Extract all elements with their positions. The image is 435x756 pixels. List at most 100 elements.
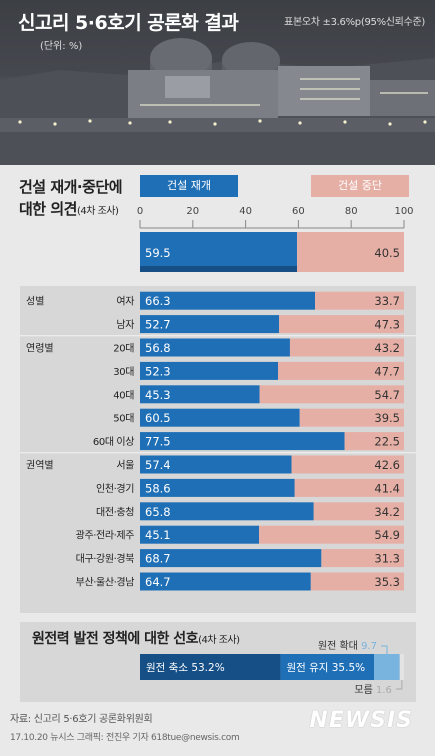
- value-stop-7: 42.6: [374, 458, 400, 472]
- pref-bar-1: [280, 654, 375, 680]
- group-label-0: 성별: [26, 296, 44, 308]
- value-resume-10: 45.1: [145, 528, 171, 542]
- value-resume-0: 66.3: [145, 294, 171, 308]
- value-stop-3: 47.7: [374, 364, 400, 378]
- bar-stop-5: [299, 408, 404, 427]
- bar-resume-7: [140, 455, 292, 474]
- bar-resume-11: [140, 549, 322, 568]
- bar-stop-3: [278, 361, 404, 380]
- bar-resume-10: [140, 525, 260, 544]
- unit-note: (단위: %): [40, 41, 83, 52]
- value-resume-8: 58.6: [145, 481, 171, 495]
- bar-stop-9: [313, 502, 404, 521]
- row-label-9: 대전·충청: [96, 506, 134, 518]
- row-label-7: 서울: [116, 460, 134, 472]
- x-tick-label-5: 100: [394, 206, 413, 217]
- bar-resume-5: [140, 408, 300, 427]
- x-tick-label-4: 80: [345, 206, 358, 217]
- legend-stop: 건설 중단: [311, 175, 409, 197]
- question1-title: 건설 재개·중단에 대한 의견(4차 조사): [19, 176, 123, 223]
- pref-bar-3: [399, 654, 404, 680]
- value-resume-5: 60.5: [145, 411, 171, 425]
- overall-bar-resume-shade: [140, 266, 298, 272]
- bar-stop-7: [291, 455, 404, 474]
- question2-title-note: (4차 조사): [198, 635, 240, 646]
- row-label-3: 30대: [113, 366, 134, 378]
- row-label-8: 인천·경기: [96, 482, 134, 495]
- value-resume-2: 56.8: [145, 341, 171, 355]
- value-resume-9: 65.8: [145, 505, 171, 519]
- bar-stop-4: [259, 385, 404, 404]
- value-resume-1: 52.7: [145, 318, 171, 332]
- value-stop-1: 47.3: [374, 318, 400, 332]
- row-label-4: 40대: [113, 389, 134, 401]
- bar-resume-6: [140, 432, 345, 451]
- value-resume-4: 45.3: [145, 388, 171, 402]
- question1-title-line1: 건설 재개·중단에: [19, 178, 123, 196]
- bar-stop-1: [279, 315, 404, 334]
- question2-title: 원전력 발전 정책에 대한 선호(4차 조사): [32, 628, 240, 648]
- value-stop-11: 31.3: [374, 552, 400, 566]
- bar-stop-6: [344, 432, 404, 451]
- x-tick-label-2: 40: [239, 206, 252, 217]
- row-label-11: 대구·강원·경북: [76, 552, 135, 565]
- value-stop-10: 54.9: [374, 528, 400, 542]
- bar-resume-4: [140, 385, 260, 404]
- x-tick-label-0: 0: [137, 206, 143, 217]
- bar-resume-12: [140, 572, 311, 591]
- overall-bar-resume: [140, 232, 298, 272]
- bar-resume-1: [140, 315, 280, 334]
- value-resume-12: 64.7: [145, 575, 171, 589]
- pref-label-3: 모름 1.6: [354, 684, 392, 696]
- overall-bar-stop: [297, 232, 404, 272]
- error-margin-note: 표본오차 ±3.6%p(95%신뢰수준): [284, 17, 425, 28]
- group-label-2: 권역별: [26, 460, 54, 472]
- bar-resume-9: [140, 502, 314, 521]
- value-stop-4: 54.7: [374, 388, 400, 402]
- bar-stop-11: [321, 549, 404, 568]
- header-photo: 신고리 5·6호기 공론화 결과 (단위: %) 표본오차 ±3.6%p(95%…: [0, 0, 435, 165]
- pref-callout-line-2: [380, 645, 388, 654]
- question1-title-line2: 대한 의견: [19, 200, 77, 218]
- row-label-12: 부산·울산·경남: [76, 576, 135, 589]
- bar-resume-2: [140, 338, 290, 357]
- value-stop-12: 35.3: [374, 575, 400, 589]
- x-tick-label-1: 20: [186, 206, 199, 217]
- row-label-2: 20대: [113, 343, 134, 355]
- pref-label-1: 원전 유지 35.5%: [286, 662, 365, 674]
- newsis-logo: NEWSIS: [309, 708, 413, 733]
- credit-note: 17.10.20 뉴시스 그래픽: 전진우 기자 618tue@newsis.c…: [10, 733, 240, 743]
- bar-stop-0: [315, 291, 404, 310]
- row-label-1: 남자: [116, 319, 134, 331]
- bar-stop-10: [259, 525, 404, 544]
- bar-resume-8: [140, 478, 295, 497]
- group-label-1: 연령별: [26, 343, 54, 355]
- row-label-6: 60대 이상: [93, 436, 134, 448]
- value-resume-11: 68.7: [145, 552, 171, 566]
- overall-value-resume: 59.5: [145, 246, 171, 260]
- value-resume-7: 57.4: [145, 458, 171, 472]
- source-note: 자료: 신고리 5·6호기 공론화위원회: [10, 714, 153, 725]
- question2-title-text: 원전력 발전 정책에 대한 선호: [32, 631, 199, 647]
- pref-label-0: 원전 축소 53.2%: [146, 662, 225, 674]
- x-tick-label-3: 60: [292, 206, 305, 217]
- pref-bar-2: [374, 654, 400, 680]
- bar-resume-3: [140, 361, 279, 380]
- question1-title-note: (4차 조사): [76, 206, 119, 217]
- pref-bar-0: [140, 654, 281, 680]
- pref-label-2: 원전 확대 9.7: [318, 640, 377, 652]
- bar-resume-0: [140, 291, 316, 310]
- bar-stop-2: [289, 338, 404, 357]
- value-stop-6: 22.5: [374, 435, 400, 449]
- row-label-10: 광주·전라·제주: [76, 530, 135, 542]
- row-label-0: 여자: [116, 296, 134, 308]
- value-stop-9: 34.2: [374, 505, 400, 519]
- page-title: 신고리 5·6호기 공론화 결과: [18, 12, 239, 34]
- pref-callout-line-3: [395, 680, 403, 690]
- bar-stop-8: [294, 478, 404, 497]
- bar-stop-12: [310, 572, 404, 591]
- value-stop-0: 33.7: [374, 294, 400, 308]
- value-stop-8: 41.4: [374, 481, 400, 495]
